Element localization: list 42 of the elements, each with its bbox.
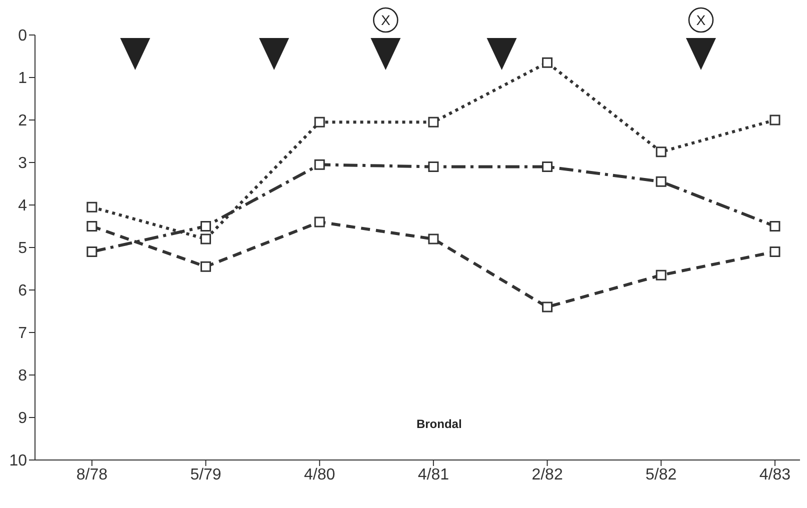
point <box>200 261 212 272</box>
y-tick-label: 7 <box>18 325 28 342</box>
point <box>656 146 666 158</box>
x-tick-label: 8/78 <box>76 466 108 484</box>
y-tick-label: 2 <box>18 112 28 130</box>
point <box>770 221 780 232</box>
x-tick-label: 4/81 <box>418 466 450 484</box>
point <box>428 162 439 172</box>
y-tick-label: 10 <box>9 452 28 470</box>
point <box>542 162 553 172</box>
y-tick-label: 1 <box>18 70 28 88</box>
point <box>314 116 325 128</box>
x-tick-label: 5/82 <box>646 466 677 484</box>
y-tick-label: 9 <box>18 410 28 428</box>
point <box>542 302 553 312</box>
y-tick-label: 5 <box>18 240 28 258</box>
text: X <box>380 12 391 28</box>
point <box>656 270 666 280</box>
x-tick-label: 4/83 <box>759 466 791 484</box>
point <box>656 176 666 187</box>
x-tick-label: 5/79 <box>190 466 222 484</box>
point <box>770 114 780 126</box>
x-tick-label: 2/82 <box>532 466 563 484</box>
text: X <box>696 12 706 28</box>
y-tick-label: 4 <box>18 198 28 215</box>
y-tick-label: 6 <box>18 282 28 300</box>
point <box>200 221 212 232</box>
y-tick-label: 3 <box>18 155 28 172</box>
point <box>86 202 98 212</box>
point <box>428 116 439 128</box>
point <box>314 216 325 228</box>
point <box>86 246 98 257</box>
point <box>428 234 439 244</box>
x-tick-label: 4/80 <box>304 466 336 484</box>
y-tick-label: 8 <box>18 368 28 385</box>
y-tick-label: 0 <box>18 28 28 45</box>
point <box>86 221 98 232</box>
point <box>200 234 212 244</box>
point <box>542 57 553 68</box>
point <box>770 246 780 257</box>
annotation: Brondal <box>416 417 462 431</box>
point <box>314 159 325 170</box>
